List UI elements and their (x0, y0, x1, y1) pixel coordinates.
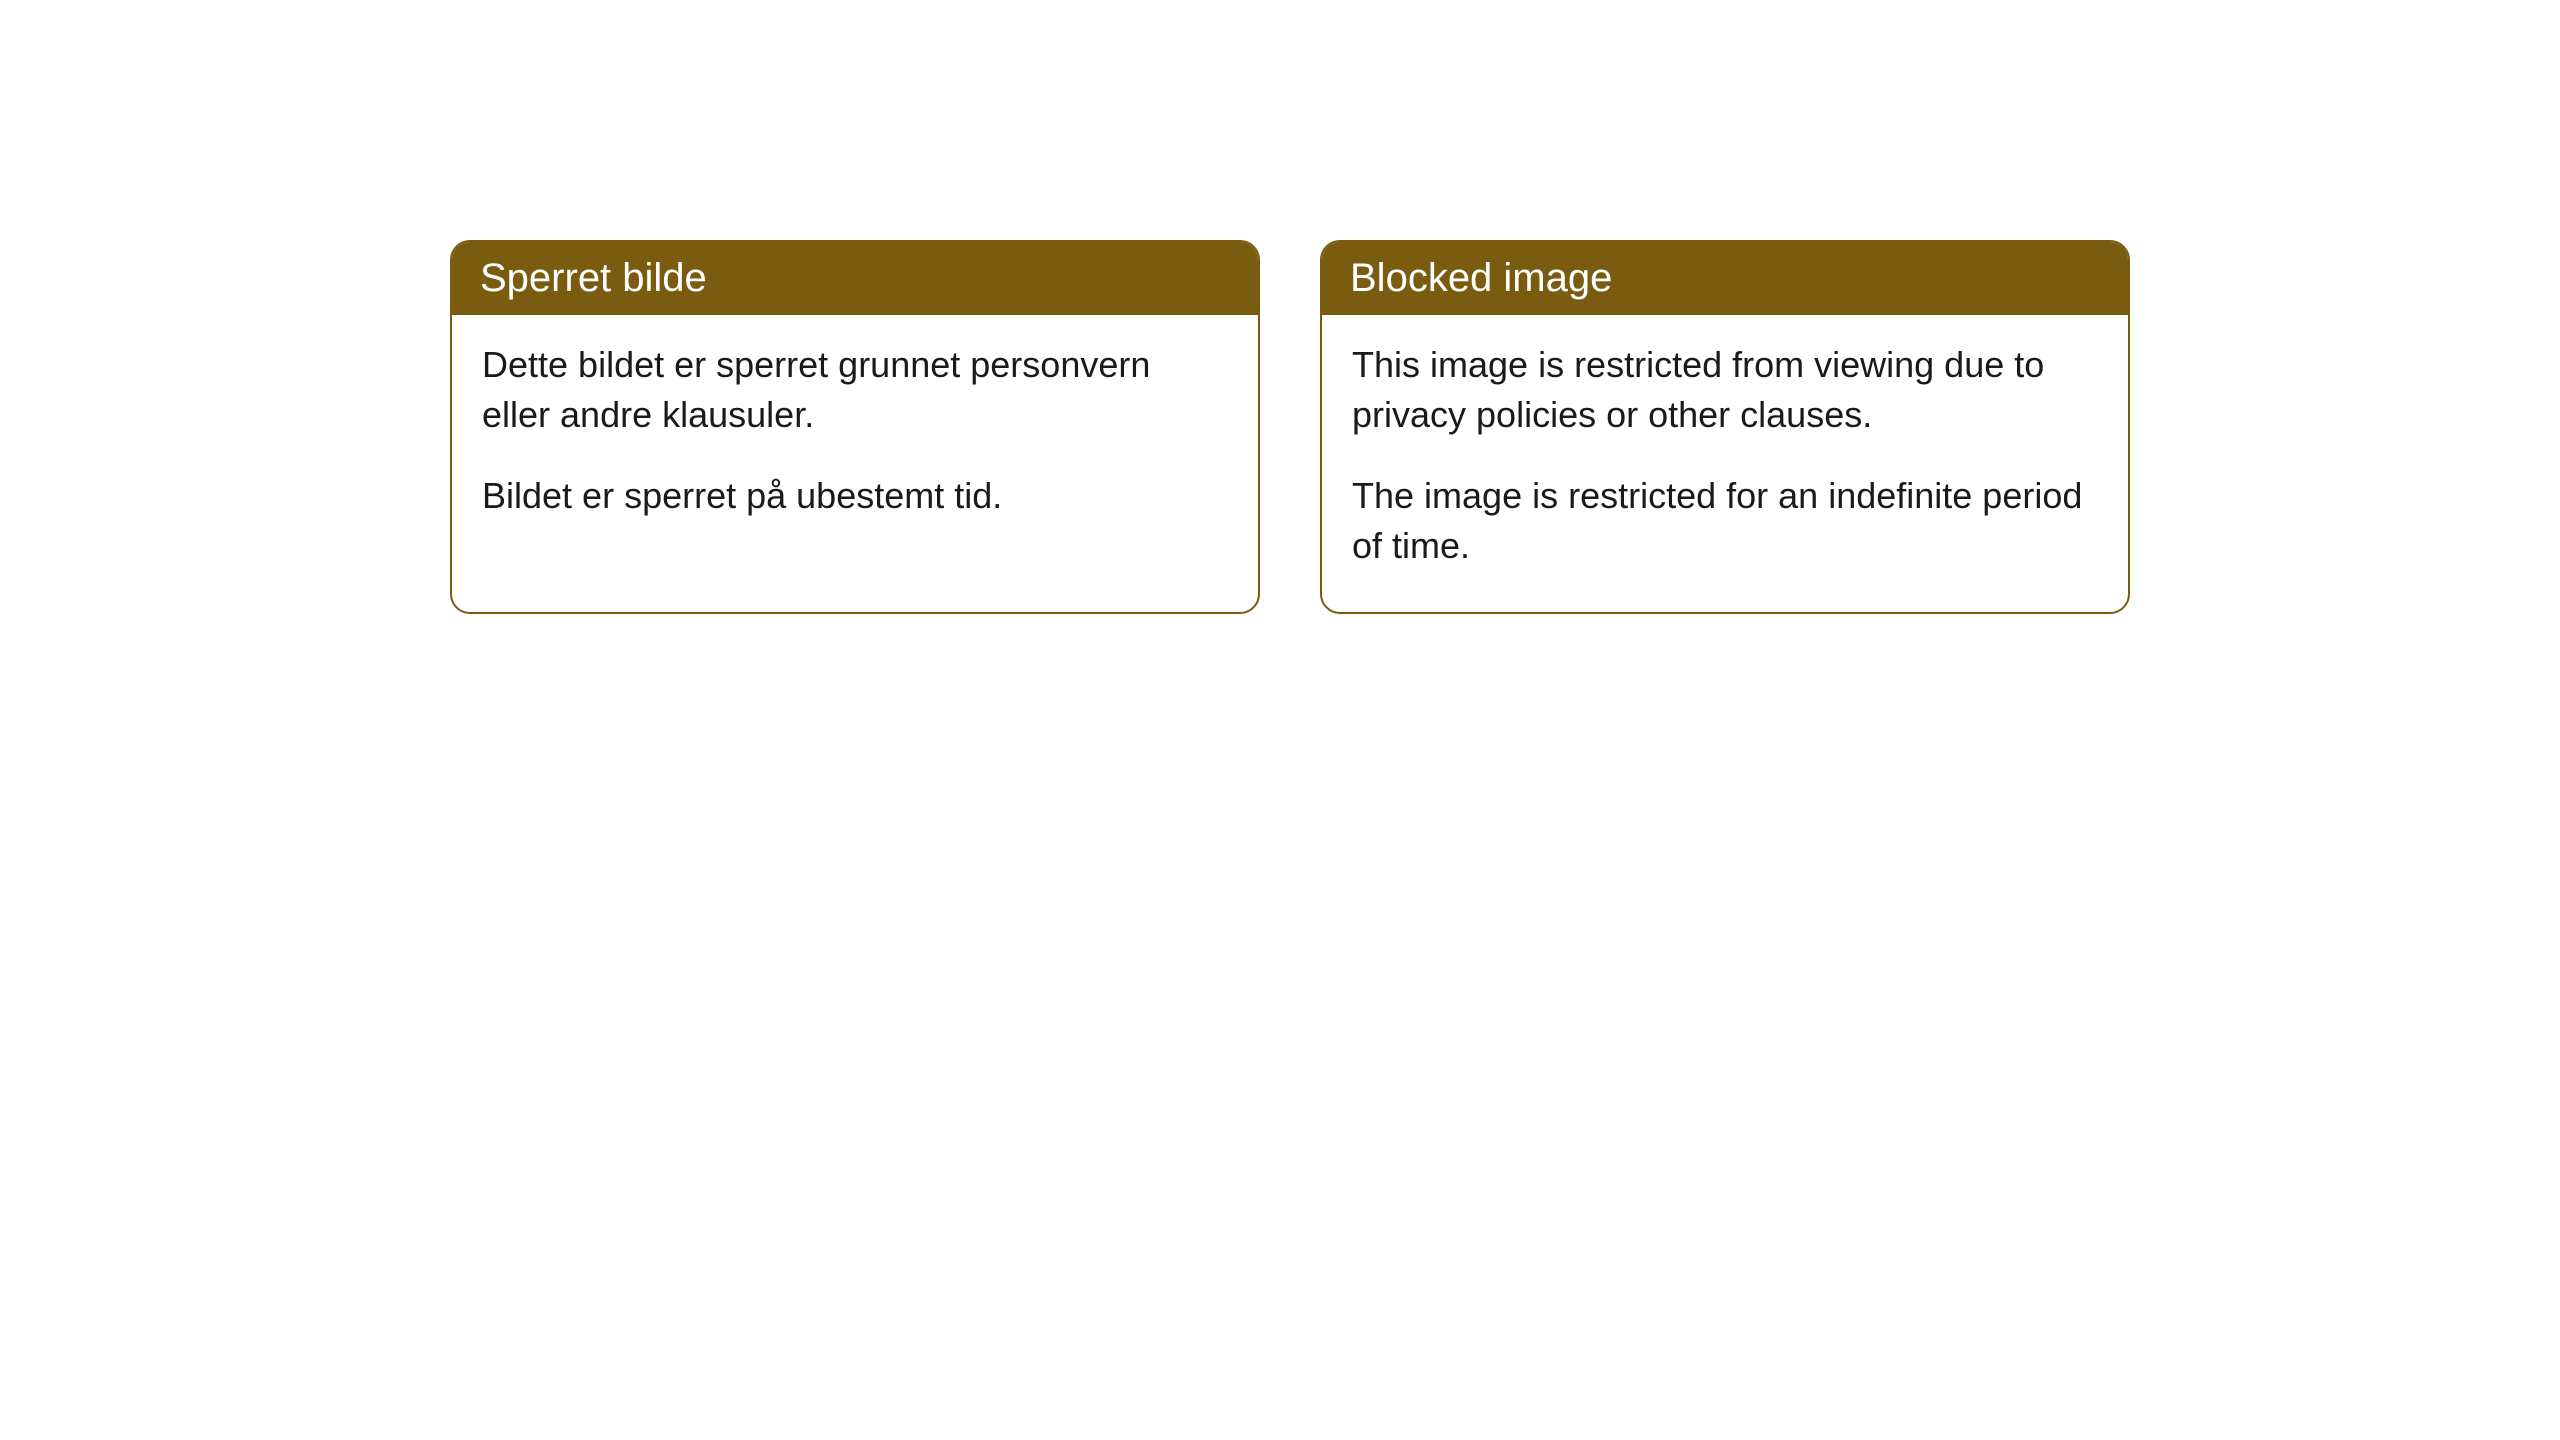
notice-text-1: Dette bildet er sperret grunnet personve… (482, 340, 1228, 441)
notice-text-2: The image is restricted for an indefinit… (1352, 471, 2098, 572)
card-header-english: Blocked image (1322, 242, 2128, 315)
card-title: Sperret bilde (480, 256, 707, 300)
card-header-norwegian: Sperret bilde (452, 242, 1258, 315)
card-body-norwegian: Dette bildet er sperret grunnet personve… (452, 315, 1258, 561)
notice-card-english: Blocked image This image is restricted f… (1320, 240, 2130, 614)
notice-cards-container: Sperret bilde Dette bildet er sperret gr… (450, 240, 2130, 614)
card-title: Blocked image (1350, 256, 1612, 300)
notice-text-2: Bildet er sperret på ubestemt tid. (482, 471, 1228, 521)
card-body-english: This image is restricted from viewing du… (1322, 315, 2128, 612)
notice-card-norwegian: Sperret bilde Dette bildet er sperret gr… (450, 240, 1260, 614)
notice-text-1: This image is restricted from viewing du… (1352, 340, 2098, 441)
